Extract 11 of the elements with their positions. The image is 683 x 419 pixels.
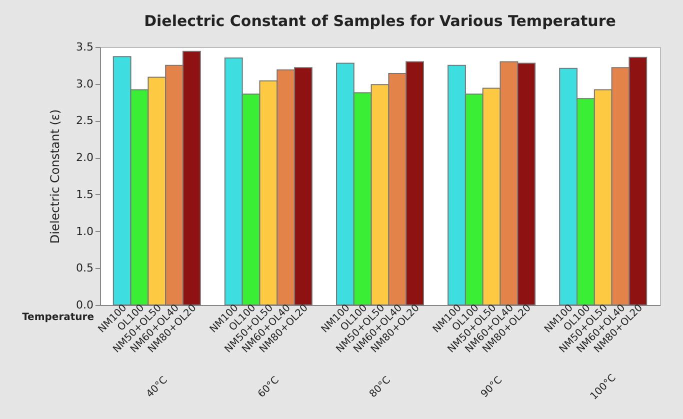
y-tick-label: 1.0	[76, 224, 94, 238]
y-tick-label: 2.5	[76, 114, 94, 128]
y-tick-label: 3.0	[76, 77, 94, 90]
y-axis-title: Dielectric Constant (ε)	[48, 109, 62, 244]
chart-title: Dielectric Constant of Samples for Various Temperature	[144, 12, 616, 30]
y-tick-label: 1.5	[76, 188, 94, 201]
y-tick-label: 0.5	[76, 262, 94, 275]
x-axis-title: Temperature	[22, 312, 94, 323]
y-tick-label: 2.0	[76, 151, 94, 164]
y-tick-label: 3.5	[76, 40, 94, 54]
y-tick-label: 0.0	[76, 298, 94, 312]
